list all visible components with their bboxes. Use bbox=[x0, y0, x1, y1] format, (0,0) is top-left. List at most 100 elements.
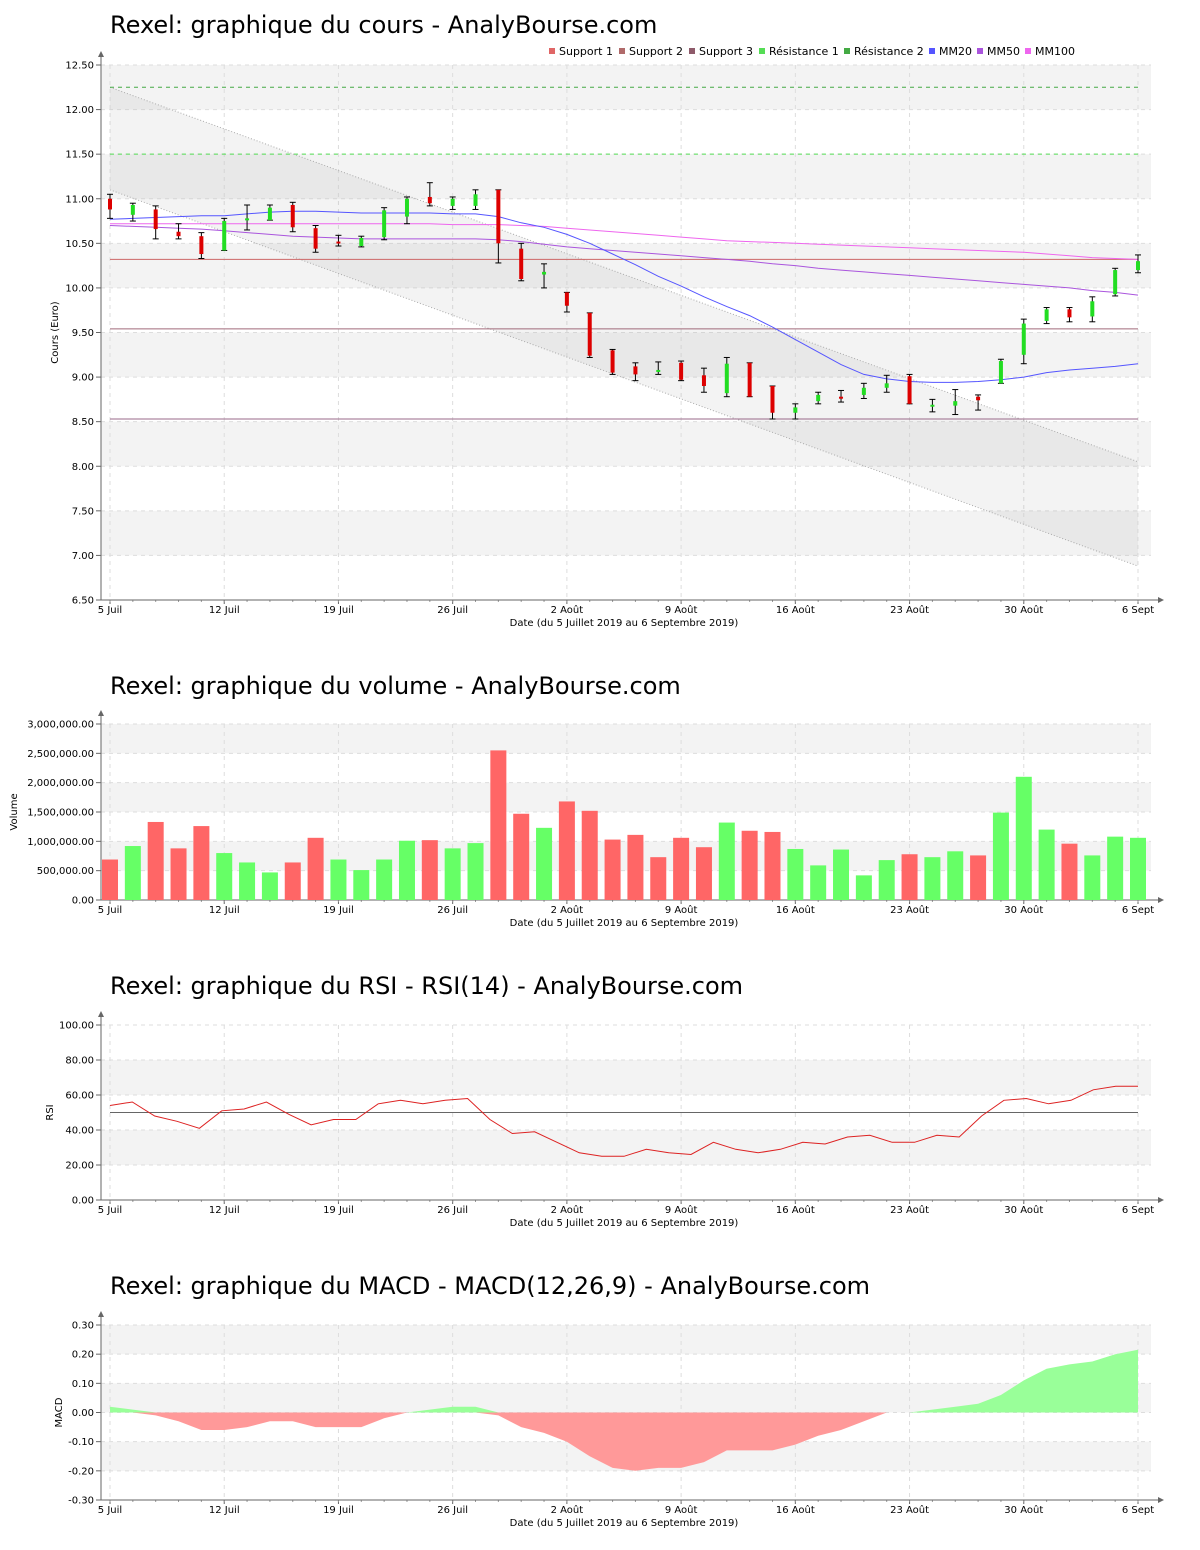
candle bbox=[769, 385, 776, 420]
volume-bar bbox=[239, 862, 256, 900]
volume-bar bbox=[970, 855, 987, 900]
grid-band bbox=[101, 510, 1151, 556]
legend-item: MM50 bbox=[977, 45, 1020, 58]
chart-title: Rexel: graphique du volume - AnalyBourse… bbox=[110, 672, 681, 700]
candle bbox=[129, 202, 136, 222]
candle bbox=[1135, 254, 1141, 274]
y-axis-arrow bbox=[98, 51, 104, 57]
volume-bar bbox=[627, 834, 644, 900]
y-tick-label: 12.00 bbox=[65, 105, 94, 116]
candle bbox=[655, 361, 662, 375]
legend-item: MM20 bbox=[929, 45, 972, 58]
x-tick-label: 26 Juil bbox=[437, 605, 468, 616]
candle bbox=[472, 189, 479, 210]
candle bbox=[1043, 307, 1050, 325]
legend-swatch bbox=[549, 48, 555, 54]
candle bbox=[860, 382, 867, 399]
rsi-chart: Rexel: graphique du RSI - RSI(14) - Anal… bbox=[45, 972, 1164, 1229]
y-tick-label: 2,000,000.00 bbox=[27, 778, 94, 789]
candle-body bbox=[839, 396, 844, 399]
mm100-line bbox=[110, 223, 1139, 260]
candle-body bbox=[153, 209, 158, 230]
mm20-line bbox=[109, 210, 1139, 383]
y-tick-label: 0.00 bbox=[72, 1196, 94, 1207]
candle-body bbox=[108, 198, 112, 210]
volume-bar bbox=[992, 812, 1009, 900]
candle-body bbox=[359, 237, 364, 247]
y-tick-label: 0.30 bbox=[72, 1321, 94, 1332]
x-tick-label: 30 Août bbox=[1004, 604, 1043, 616]
candle bbox=[266, 204, 273, 221]
volume-bar bbox=[330, 859, 347, 900]
volume-bar bbox=[490, 750, 507, 900]
x-tick-label: 5 Juil bbox=[98, 605, 122, 616]
legend-label: MM100 bbox=[1035, 45, 1075, 58]
candle bbox=[586, 312, 593, 358]
y-tick-label: 1,000,000.00 bbox=[27, 837, 94, 848]
x-tick-label: 23 Août bbox=[890, 1504, 929, 1516]
legend-swatch bbox=[1025, 48, 1031, 54]
candle bbox=[952, 389, 959, 416]
x-tick-label: 30 Août bbox=[1004, 1504, 1043, 1516]
candle bbox=[1020, 318, 1027, 365]
candle-body bbox=[770, 386, 775, 413]
y-axis-label: Volume bbox=[9, 793, 20, 830]
y-axis-arrow bbox=[98, 1011, 104, 1017]
volume-bar bbox=[741, 830, 758, 900]
legend-label: Résistance 2 bbox=[854, 45, 924, 58]
candle-body bbox=[793, 407, 798, 413]
x-tick-label: 16 Août bbox=[776, 904, 815, 916]
y-tick-label: 10.00 bbox=[65, 283, 94, 294]
x-tick-label: 16 Août bbox=[776, 1204, 815, 1216]
candle bbox=[518, 242, 525, 282]
legend-label: Support 3 bbox=[699, 45, 753, 58]
candle-body bbox=[176, 231, 181, 237]
candle-body bbox=[884, 383, 889, 388]
candle-body bbox=[907, 376, 912, 404]
x-axis-arrow bbox=[1158, 1497, 1164, 1503]
volume-bar bbox=[1107, 836, 1124, 900]
legend-item: Support 1 bbox=[549, 45, 613, 58]
y-tick-label: 0.20 bbox=[72, 1350, 94, 1361]
x-tick-label: 5 Juil bbox=[98, 905, 122, 916]
legend-swatch bbox=[844, 48, 850, 54]
chart-title: Rexel: graphique du RSI - RSI(14) - Anal… bbox=[110, 972, 743, 1000]
x-tick-label: 2 Août bbox=[551, 904, 584, 916]
x-tick-label: 12 Juil bbox=[209, 605, 240, 616]
y-tick-label: 11.00 bbox=[65, 194, 94, 205]
candle-body bbox=[633, 366, 638, 375]
candle bbox=[403, 196, 410, 225]
volume-bar bbox=[307, 837, 324, 900]
volume-bar bbox=[398, 840, 415, 900]
volume-bar bbox=[216, 853, 233, 900]
x-tick-label: 6 Sept bbox=[1122, 1205, 1154, 1216]
volume-bar bbox=[558, 801, 575, 900]
x-tick-label: 6 Sept bbox=[1122, 605, 1154, 616]
candle bbox=[312, 225, 319, 253]
chart-title: Rexel: graphique du MACD - MACD(12,26,9)… bbox=[110, 1272, 870, 1300]
y-tick-label: -0.10 bbox=[68, 1437, 94, 1448]
candle-body bbox=[724, 363, 729, 394]
volume-bar bbox=[353, 870, 370, 900]
grid-band bbox=[101, 724, 1151, 754]
volume-bar bbox=[833, 849, 850, 900]
volume-bar bbox=[467, 843, 484, 900]
legend-item: Résistance 2 bbox=[844, 45, 924, 58]
y-tick-label: 100.00 bbox=[59, 1021, 94, 1032]
y-tick-label: 12.50 bbox=[65, 61, 94, 72]
candle-body bbox=[336, 241, 341, 244]
volume-bar bbox=[947, 851, 964, 900]
grid-band bbox=[101, 782, 1151, 812]
x-tick-label: 26 Juil bbox=[437, 1505, 468, 1516]
x-tick-label: 26 Juil bbox=[437, 905, 468, 916]
x-tick-label: 9 Août bbox=[665, 604, 698, 616]
candle bbox=[358, 235, 365, 248]
candle-body bbox=[747, 362, 752, 397]
candle-body bbox=[199, 236, 204, 255]
grid-band bbox=[101, 421, 1151, 467]
volume-bar bbox=[513, 813, 530, 900]
grid-band bbox=[101, 1130, 1151, 1165]
candle bbox=[152, 205, 159, 240]
candle-body bbox=[473, 194, 478, 206]
